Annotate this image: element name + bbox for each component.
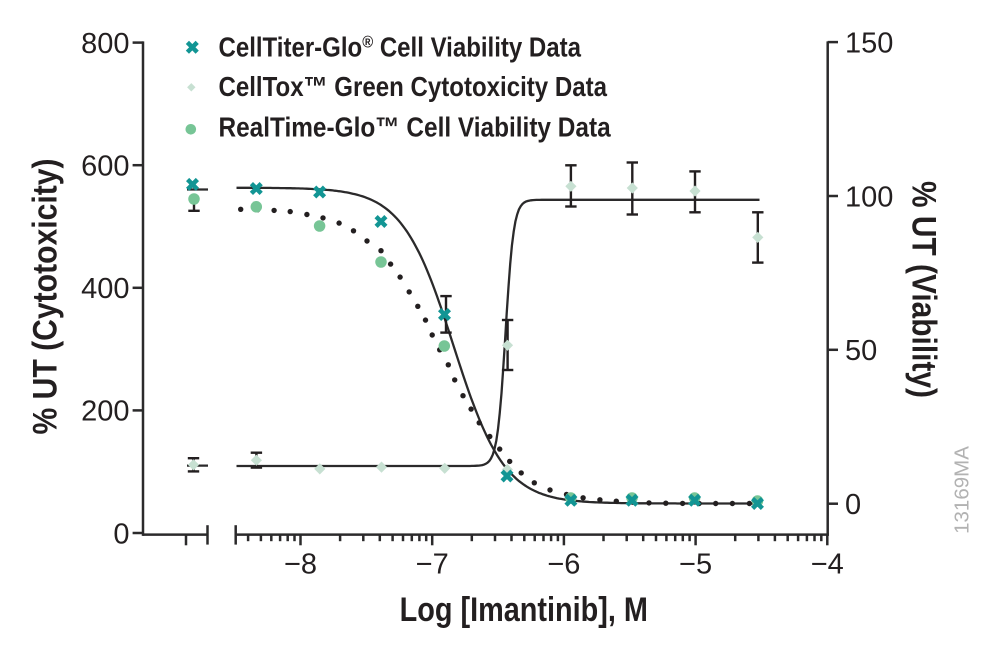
svg-text:0: 0 bbox=[845, 489, 861, 521]
svg-text:0: 0 bbox=[113, 518, 129, 550]
svg-text:200: 200 bbox=[81, 396, 129, 428]
svg-text:% UT (Cytotoxicity): % UT (Cytotoxicity) bbox=[25, 158, 63, 434]
svg-text:−5: −5 bbox=[679, 549, 712, 581]
svg-text:−7: −7 bbox=[416, 549, 449, 581]
svg-text:−4: −4 bbox=[811, 549, 844, 581]
svg-text:−8: −8 bbox=[284, 549, 317, 581]
svg-text:−6: −6 bbox=[547, 549, 580, 581]
svg-text:800: 800 bbox=[81, 28, 129, 60]
svg-text:400: 400 bbox=[81, 273, 129, 305]
svg-text:100: 100 bbox=[845, 181, 893, 213]
svg-text:600: 600 bbox=[81, 151, 129, 183]
svg-text:% UT (Viability): % UT (Viability) bbox=[905, 181, 943, 398]
svg-text:Log [Imantinib], M: Log [Imantinib], M bbox=[400, 590, 648, 629]
svg-text:RealTime-Glo™ Cell Viability D: RealTime-Glo™ Cell Viability Data bbox=[219, 111, 612, 143]
svg-text:13169MA: 13169MA bbox=[951, 446, 974, 534]
svg-text:50: 50 bbox=[845, 335, 877, 367]
svg-text:CellTox™ Green Cytotoxicity Da: CellTox™ Green Cytotoxicity Data bbox=[219, 73, 608, 103]
svg-text:150: 150 bbox=[845, 27, 893, 59]
svg-text:CellTiter-Glo® Cell Viability: CellTiter-Glo® Cell Viability Data bbox=[219, 33, 582, 63]
